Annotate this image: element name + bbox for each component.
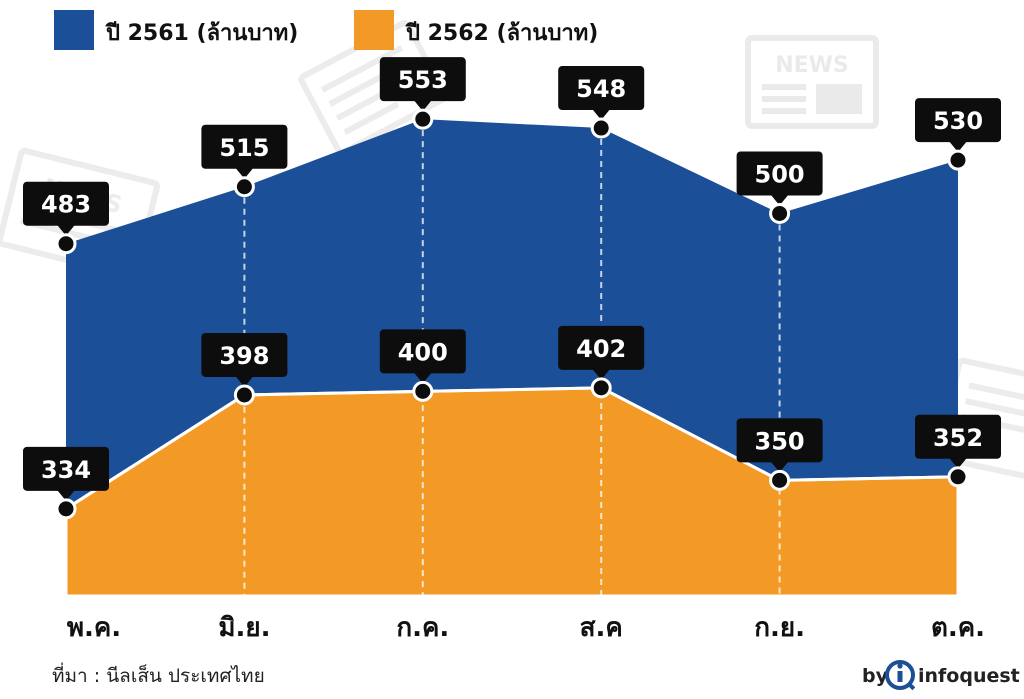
data-label-box xyxy=(736,151,823,196)
data-label-box xyxy=(23,446,109,491)
data-label: 334 xyxy=(41,456,91,484)
point-marker xyxy=(55,233,77,255)
point-marker xyxy=(233,176,255,198)
data-label-box xyxy=(201,332,288,377)
point-marker xyxy=(55,498,77,520)
x-axis-ticks: พ.ค. มิ.ย. ก.ค. ส.ค ก.ย. ต.ค. xyxy=(67,613,985,643)
point-marker xyxy=(233,384,255,406)
point-marker xyxy=(412,380,434,402)
data-label-pointer xyxy=(770,461,789,473)
data-label-pointer xyxy=(592,109,611,121)
data-label-pointer xyxy=(235,375,254,387)
point-marker xyxy=(412,108,434,130)
legend-item-1: ปี 2561 (ล้านบาท) xyxy=(54,10,298,50)
series-line-2 xyxy=(65,386,959,511)
brand-prefix: by xyxy=(862,665,889,687)
x-tick-label: ก.ค. xyxy=(396,613,449,643)
x-tick-label: พ.ค. xyxy=(67,613,121,643)
legend-label: ปี 2561 (ล้านบาท) xyxy=(105,21,299,46)
data-label-box xyxy=(23,181,109,226)
data-label-pointer xyxy=(57,489,75,501)
data-label-box xyxy=(379,329,466,374)
data-point-s1-1: 483 xyxy=(23,181,109,255)
x-tick-label: ก.ย. xyxy=(754,613,805,643)
legend-swatch xyxy=(354,10,394,50)
legend-swatch xyxy=(54,10,94,50)
data-point-s1-5: 500 xyxy=(736,151,823,224)
data-point-s1-4: 548 xyxy=(558,66,645,139)
legend-item-2: ปี 2562 (ล้านบาท) xyxy=(354,10,598,50)
data-label-pointer xyxy=(57,224,75,236)
point-marker xyxy=(769,202,791,224)
data-label-pointer xyxy=(592,368,611,380)
data-label-pointer xyxy=(235,167,254,179)
point-marker xyxy=(769,469,791,491)
data-label: 352 xyxy=(933,424,983,452)
svg-text:NEWS: NEWS xyxy=(775,53,849,78)
data-label: 530 xyxy=(933,107,983,135)
data-label-pointer xyxy=(949,457,967,469)
data-point-s2-2: 398 xyxy=(201,332,288,406)
data-point-s2-3: 400 xyxy=(379,329,466,402)
data-point-s1-3: 553 xyxy=(379,57,466,130)
data-label-pointer xyxy=(413,372,432,384)
legend-label: ปี 2562 (ล้านบาท) xyxy=(405,21,599,46)
data-point-s1-6: 530 xyxy=(915,98,1001,171)
data-label: 500 xyxy=(755,160,805,188)
data-label: 483 xyxy=(41,191,91,219)
data-label-box xyxy=(379,57,466,102)
data-label: 515 xyxy=(219,134,269,162)
data-label: 553 xyxy=(398,66,448,94)
x-tick-label: ต.ค. xyxy=(931,613,985,643)
data-label: 402 xyxy=(576,335,626,363)
data-point-s2-4: 402 xyxy=(558,325,645,399)
x-tick-label: ส.ค xyxy=(580,613,623,643)
data-label-pointer xyxy=(413,100,432,112)
data-point-s1-2: 515 xyxy=(201,124,288,198)
brand-name: infoquest xyxy=(918,665,1020,687)
point-marker xyxy=(947,466,969,488)
data-label-box xyxy=(558,325,645,370)
info-icon xyxy=(885,660,916,691)
data-label-box xyxy=(915,414,1001,459)
point-marker xyxy=(590,117,612,139)
brand-logo: by infoquest xyxy=(862,660,1020,691)
data-label-box xyxy=(201,124,288,169)
legend: ปี 2561 (ล้านบาท) ปี 2562 (ล้านบาท) xyxy=(54,10,598,50)
source-note: ที่มา : นีลเส็น ประเทศไทย xyxy=(52,662,265,687)
x-tick-label: มิ.ย. xyxy=(218,613,270,643)
data-label-box xyxy=(915,98,1001,143)
data-point-s2-5: 350 xyxy=(736,418,823,491)
data-label-pointer xyxy=(949,141,967,153)
point-marker xyxy=(590,377,612,399)
data-label-pointer xyxy=(770,194,789,206)
data-label-box xyxy=(558,66,645,111)
data-label: 400 xyxy=(398,338,448,366)
data-point-s2-1: 334 xyxy=(23,446,109,520)
data-label: 350 xyxy=(755,427,805,455)
data-point-s2-6: 352 xyxy=(915,414,1001,488)
data-label: 398 xyxy=(219,342,269,370)
plot-areas xyxy=(64,119,960,598)
data-marks: 483 515 553 548 500 530 334 398 400 402 350 352 xyxy=(23,57,1001,520)
point-marker xyxy=(947,149,969,171)
data-label: 548 xyxy=(576,75,626,103)
data-label-box xyxy=(736,418,823,463)
